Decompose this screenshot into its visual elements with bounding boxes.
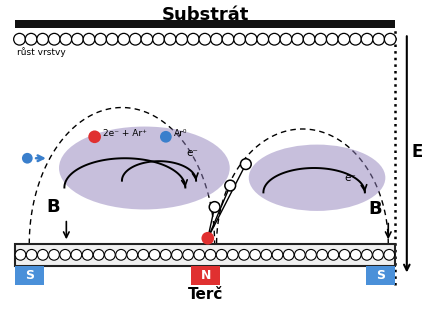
Text: E: E	[412, 143, 422, 161]
Text: e⁻: e⁻	[344, 173, 356, 183]
Circle shape	[384, 249, 395, 260]
Text: Terč: Terč	[188, 287, 224, 302]
Circle shape	[93, 249, 104, 260]
Ellipse shape	[249, 144, 385, 211]
Circle shape	[272, 249, 283, 260]
Circle shape	[38, 249, 48, 260]
Circle shape	[160, 131, 172, 143]
Bar	[15, 244, 395, 265]
Circle shape	[384, 33, 396, 45]
Circle shape	[71, 249, 82, 260]
Circle shape	[194, 249, 205, 260]
Circle shape	[222, 33, 234, 45]
Circle shape	[205, 249, 216, 260]
Circle shape	[283, 249, 294, 260]
Circle shape	[138, 249, 149, 260]
Circle shape	[373, 249, 384, 260]
Text: Substrát: Substrát	[162, 6, 249, 24]
Circle shape	[130, 33, 141, 45]
Circle shape	[187, 33, 199, 45]
Text: B: B	[47, 198, 60, 216]
Text: e⁻: e⁻	[187, 149, 198, 158]
Circle shape	[339, 249, 350, 260]
Circle shape	[60, 33, 72, 45]
Circle shape	[105, 249, 115, 260]
Circle shape	[60, 249, 70, 260]
Circle shape	[183, 249, 193, 260]
Circle shape	[199, 33, 211, 45]
Circle shape	[328, 249, 339, 260]
Circle shape	[201, 232, 214, 245]
Circle shape	[22, 153, 32, 164]
Circle shape	[227, 249, 238, 260]
Circle shape	[295, 249, 305, 260]
Circle shape	[153, 33, 165, 45]
Circle shape	[257, 33, 269, 45]
Circle shape	[303, 33, 315, 45]
Circle shape	[373, 33, 384, 45]
Circle shape	[234, 33, 246, 45]
Text: růst vrstvy: růst vrstvy	[16, 47, 65, 57]
Text: 2e⁻ + Ar⁺: 2e⁻ + Ar⁺	[103, 129, 147, 138]
Circle shape	[327, 33, 338, 45]
Circle shape	[160, 249, 171, 260]
Circle shape	[350, 249, 361, 260]
Circle shape	[49, 33, 60, 45]
Circle shape	[250, 249, 260, 260]
Bar	[15, 20, 395, 29]
Bar	[366, 265, 395, 285]
Text: N: N	[200, 269, 211, 282]
Circle shape	[211, 33, 222, 45]
Text: S: S	[25, 269, 34, 282]
Circle shape	[238, 249, 249, 260]
Circle shape	[83, 33, 95, 45]
Circle shape	[106, 33, 118, 45]
Circle shape	[306, 249, 316, 260]
Circle shape	[362, 249, 372, 260]
Circle shape	[164, 33, 176, 45]
Circle shape	[82, 249, 93, 260]
Circle shape	[49, 249, 60, 260]
Circle shape	[26, 249, 37, 260]
Circle shape	[176, 33, 187, 45]
Circle shape	[241, 159, 251, 169]
Circle shape	[349, 33, 361, 45]
Circle shape	[361, 33, 373, 45]
Circle shape	[317, 249, 327, 260]
Circle shape	[280, 33, 292, 45]
Bar	[191, 265, 220, 285]
Circle shape	[315, 33, 327, 45]
Circle shape	[72, 33, 83, 45]
Circle shape	[225, 180, 235, 191]
Text: S: S	[376, 269, 385, 282]
Text: B: B	[369, 200, 382, 218]
Circle shape	[141, 33, 153, 45]
Circle shape	[209, 202, 220, 212]
Circle shape	[216, 249, 227, 260]
Text: Ar⁰: Ar⁰	[173, 129, 187, 138]
Circle shape	[127, 249, 138, 260]
Circle shape	[338, 33, 350, 45]
Circle shape	[95, 33, 106, 45]
Circle shape	[15, 249, 26, 260]
Circle shape	[149, 249, 160, 260]
Bar	[15, 265, 44, 285]
Circle shape	[25, 33, 37, 45]
Ellipse shape	[59, 127, 230, 209]
Circle shape	[116, 249, 127, 260]
Circle shape	[245, 33, 257, 45]
Circle shape	[37, 33, 49, 45]
Circle shape	[292, 33, 303, 45]
Circle shape	[172, 249, 182, 260]
Circle shape	[118, 33, 130, 45]
Circle shape	[268, 33, 280, 45]
Circle shape	[14, 33, 25, 45]
Circle shape	[261, 249, 272, 260]
Circle shape	[88, 130, 101, 143]
